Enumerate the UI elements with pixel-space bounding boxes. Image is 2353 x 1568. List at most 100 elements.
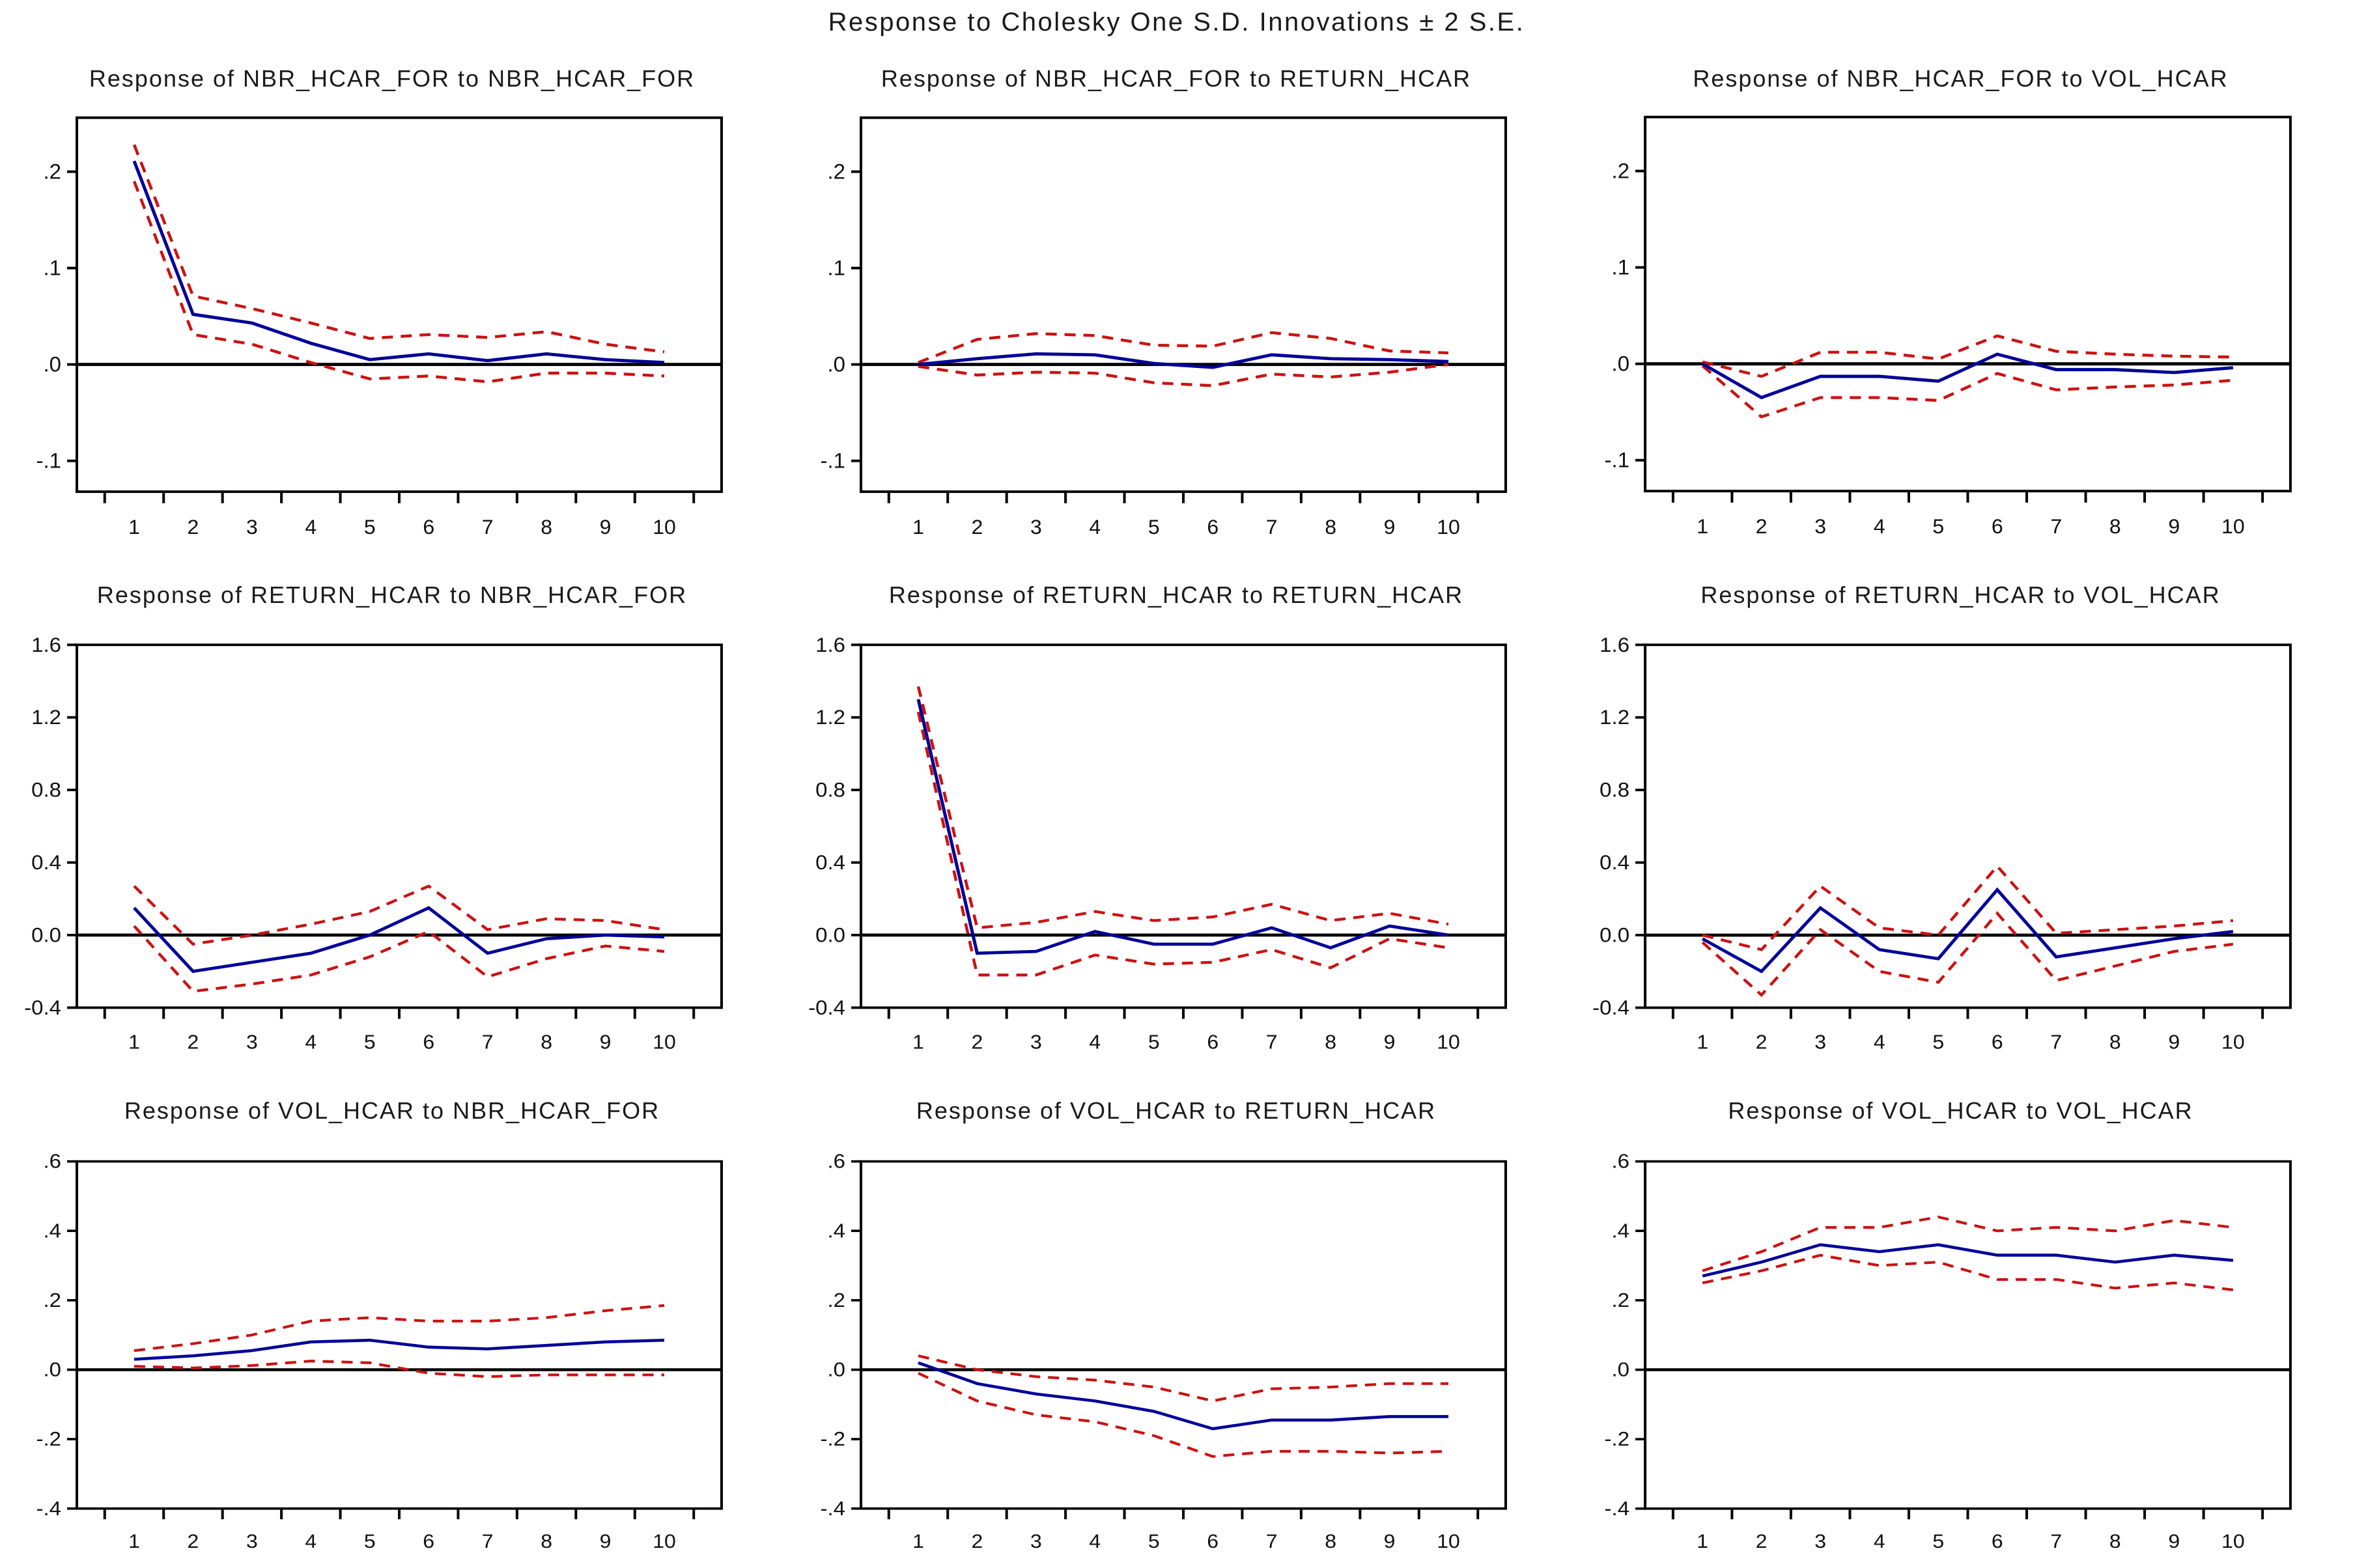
y-tick-label: 0.4	[31, 851, 61, 874]
x-tick-label: 6	[1207, 1031, 1219, 1053]
x-tick-label: 8	[2109, 515, 2121, 539]
panel-title: Response of RETURN_HCAR to VOL_HCAR	[1700, 581, 2221, 609]
y-tick-label: -.1	[36, 448, 61, 472]
x-tick-label: 9	[1384, 515, 1396, 539]
response-line	[918, 1361, 1448, 1431]
x-tick-label: 9	[600, 1031, 612, 1053]
x-tick-label: 10	[1437, 1031, 1460, 1053]
y-tick-label: .0	[1612, 1358, 1630, 1380]
lower-band-line	[133, 925, 665, 993]
x-tick-label: 1	[128, 1031, 140, 1053]
x-tick-label: 9	[2168, 1031, 2180, 1053]
panel-title: Response of RETURN_HCAR to NBR_HCAR_FOR	[96, 581, 688, 609]
y-tick-label: -.4	[1605, 1497, 1630, 1519]
y-tick-label: -0.4	[808, 996, 845, 1019]
x-tick-label: 2	[1756, 1531, 1768, 1552]
x-tick-label: 9	[600, 1531, 612, 1552]
x-tick-label: 10	[653, 515, 676, 539]
x-tick-label: 1	[912, 515, 924, 539]
upper-band-line	[1702, 1215, 2234, 1272]
y-tick-label: 1.2	[815, 706, 845, 729]
x-tick-label: 8	[541, 1031, 552, 1053]
x-tick-label: 10	[653, 1531, 676, 1552]
panel-plot: .6 .4 .2 .0 -.2 -.4 1 2 3 4 5 6 7 8 9 10	[821, 1152, 1507, 1552]
y-tick-label: .2	[43, 159, 61, 183]
irf-panel-1: Response of NBR_HCAR_FOR to NBR_HCAR_FOR…	[0, 51, 784, 555]
x-tick-label: 8	[1325, 1531, 1336, 1552]
x-tick-label: 10	[1437, 1531, 1460, 1552]
x-tick-label: 3	[1030, 515, 1042, 539]
panel-plot: .2 .1 .0 -.1 1 2 3 4 5 6 7 8 9 10	[36, 116, 723, 539]
x-tick-label: 1	[912, 1531, 924, 1552]
x-tick-label: 5	[1148, 1531, 1160, 1552]
x-tick-label: 9	[2168, 515, 2180, 539]
y-tick-label: 1.6	[31, 635, 61, 656]
x-tick-label: 6	[1207, 1531, 1219, 1552]
response-line	[918, 352, 1449, 369]
y-tick-label: -.2	[1605, 1427, 1630, 1449]
x-tick-label: 6	[1207, 515, 1219, 539]
y-tick-label: -.4	[821, 1497, 845, 1519]
x-tick-label: 2	[188, 1531, 199, 1552]
x-tick-label: 7	[1266, 1531, 1278, 1552]
y-tick-label: 0.8	[1599, 778, 1629, 801]
x-tick-label: 6	[423, 1531, 434, 1552]
irf-panel-7: Response of VOL_HCAR to NBR_HCAR_FOR .6.…	[0, 1070, 784, 1568]
x-tick-label: 8	[541, 1531, 552, 1552]
y-tick-label: .4	[827, 1220, 845, 1242]
y-tick-label: 0.4	[1599, 851, 1629, 874]
panel-plot: 1.6 1.2 0.8 0.4 0.0 -0.4 1 2 3 4 5 6 7 8 9 10	[808, 635, 1507, 1053]
panel-plot: .2 .1 .0 -.1 1 2 3 4 5 6 7 8 9 10	[820, 116, 1507, 539]
irf-panel-8: Response of VOL_HCAR to RETURN_HCAR .6 .4…	[784, 1070, 1568, 1568]
y-tick-label: .1	[827, 255, 845, 279]
x-tick-label: 7	[482, 1031, 494, 1053]
y-tick-label: 0.0	[815, 923, 845, 946]
x-tick-label: 1	[912, 1031, 924, 1053]
y-tick-label: -.1	[1605, 448, 1630, 472]
x-tick-label: 5	[1932, 1531, 1944, 1552]
panel-title: Response of NBR_HCAR_FOR to VOL_HCAR	[1693, 65, 2229, 92]
x-tick-label: 7	[482, 515, 494, 539]
x-tick-label: 9	[1384, 1031, 1396, 1053]
plot-box	[76, 643, 723, 1009]
x-tick-label: 6	[1992, 1531, 2003, 1552]
x-tick-label: 8	[2109, 1531, 2121, 1552]
x-tick-label: 1	[1697, 1531, 1708, 1552]
y-tick-label: 1.6	[1599, 635, 1629, 656]
x-tick-label: 6	[1992, 515, 2003, 539]
x-tick-label: 4	[1874, 1031, 1885, 1053]
lower-band-line	[132, 180, 665, 384]
panel-title: Response of RETURN_HCAR to RETURN_HCAR	[888, 581, 1464, 609]
x-tick-label: 4	[1089, 515, 1101, 539]
x-tick-label: 2	[972, 1031, 983, 1053]
x-tick-label: 8	[1325, 515, 1336, 539]
x-tick-label: 8	[2109, 1031, 2121, 1053]
x-tick-label: 7	[2050, 1031, 2062, 1053]
plot-box	[1644, 1160, 2292, 1510]
x-tick-label: 2	[972, 1531, 983, 1552]
x-tick-label: 7	[1266, 1031, 1278, 1053]
y-tick-label: 1.2	[31, 706, 61, 729]
x-tick-label: 2	[1756, 1031, 1768, 1053]
y-tick-label: .6	[827, 1152, 845, 1172]
response-line	[132, 160, 665, 364]
x-tick-label: 7	[1266, 515, 1278, 539]
x-tick-label: 3	[246, 1531, 258, 1552]
x-tick-label: 10	[2221, 1531, 2245, 1552]
lower-band-line	[918, 363, 1449, 387]
x-tick-label: 1	[1697, 515, 1708, 539]
x-tick-label: 2	[188, 1031, 199, 1053]
x-tick-label: 9	[600, 515, 612, 539]
response-line	[1701, 887, 2234, 973]
y-tick-label: .2	[827, 1289, 845, 1311]
upper-band-line	[133, 884, 665, 946]
upper-band-line	[1702, 334, 2233, 378]
y-tick-label: 0.0	[1599, 923, 1629, 946]
y-tick-label: .1	[43, 255, 61, 279]
x-tick-label: 5	[364, 515, 376, 539]
y-tick-label: .2	[43, 1289, 61, 1311]
y-tick-label: -0.4	[1592, 996, 1629, 1019]
x-tick-label: 3	[246, 1031, 258, 1053]
y-tick-label: 0.8	[31, 778, 61, 801]
response-line	[134, 1338, 665, 1361]
